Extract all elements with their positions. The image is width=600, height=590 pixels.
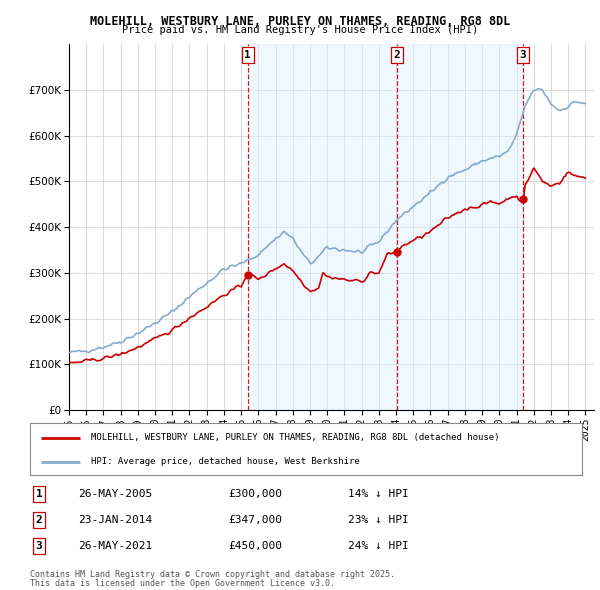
Text: £300,000: £300,000 xyxy=(228,489,282,499)
Text: MOLEHILL, WESTBURY LANE, PURLEY ON THAMES, READING, RG8 8DL (detached house): MOLEHILL, WESTBURY LANE, PURLEY ON THAME… xyxy=(91,433,499,442)
Text: 26-MAY-2021: 26-MAY-2021 xyxy=(78,541,152,550)
Text: £347,000: £347,000 xyxy=(228,515,282,525)
Text: 1: 1 xyxy=(244,50,251,60)
Text: MOLEHILL, WESTBURY LANE, PURLEY ON THAMES, READING, RG8 8DL: MOLEHILL, WESTBURY LANE, PURLEY ON THAME… xyxy=(90,15,510,28)
Text: 1: 1 xyxy=(35,489,43,499)
Text: 2: 2 xyxy=(394,50,400,60)
Text: Price paid vs. HM Land Registry's House Price Index (HPI): Price paid vs. HM Land Registry's House … xyxy=(122,25,478,35)
Text: This data is licensed under the Open Government Licence v3.0.: This data is licensed under the Open Gov… xyxy=(30,579,335,588)
Text: 23-JAN-2014: 23-JAN-2014 xyxy=(78,515,152,525)
Text: 2: 2 xyxy=(35,515,43,525)
Text: 26-MAY-2005: 26-MAY-2005 xyxy=(78,489,152,499)
Text: 3: 3 xyxy=(35,541,43,550)
Text: 24% ↓ HPI: 24% ↓ HPI xyxy=(348,541,409,550)
Text: Contains HM Land Registry data © Crown copyright and database right 2025.: Contains HM Land Registry data © Crown c… xyxy=(30,571,395,579)
Text: HPI: Average price, detached house, West Berkshire: HPI: Average price, detached house, West… xyxy=(91,457,359,467)
Text: 14% ↓ HPI: 14% ↓ HPI xyxy=(348,489,409,499)
Text: £450,000: £450,000 xyxy=(228,541,282,550)
Text: 3: 3 xyxy=(520,50,526,60)
Bar xyxy=(248,44,523,410)
Text: 23% ↓ HPI: 23% ↓ HPI xyxy=(348,515,409,525)
